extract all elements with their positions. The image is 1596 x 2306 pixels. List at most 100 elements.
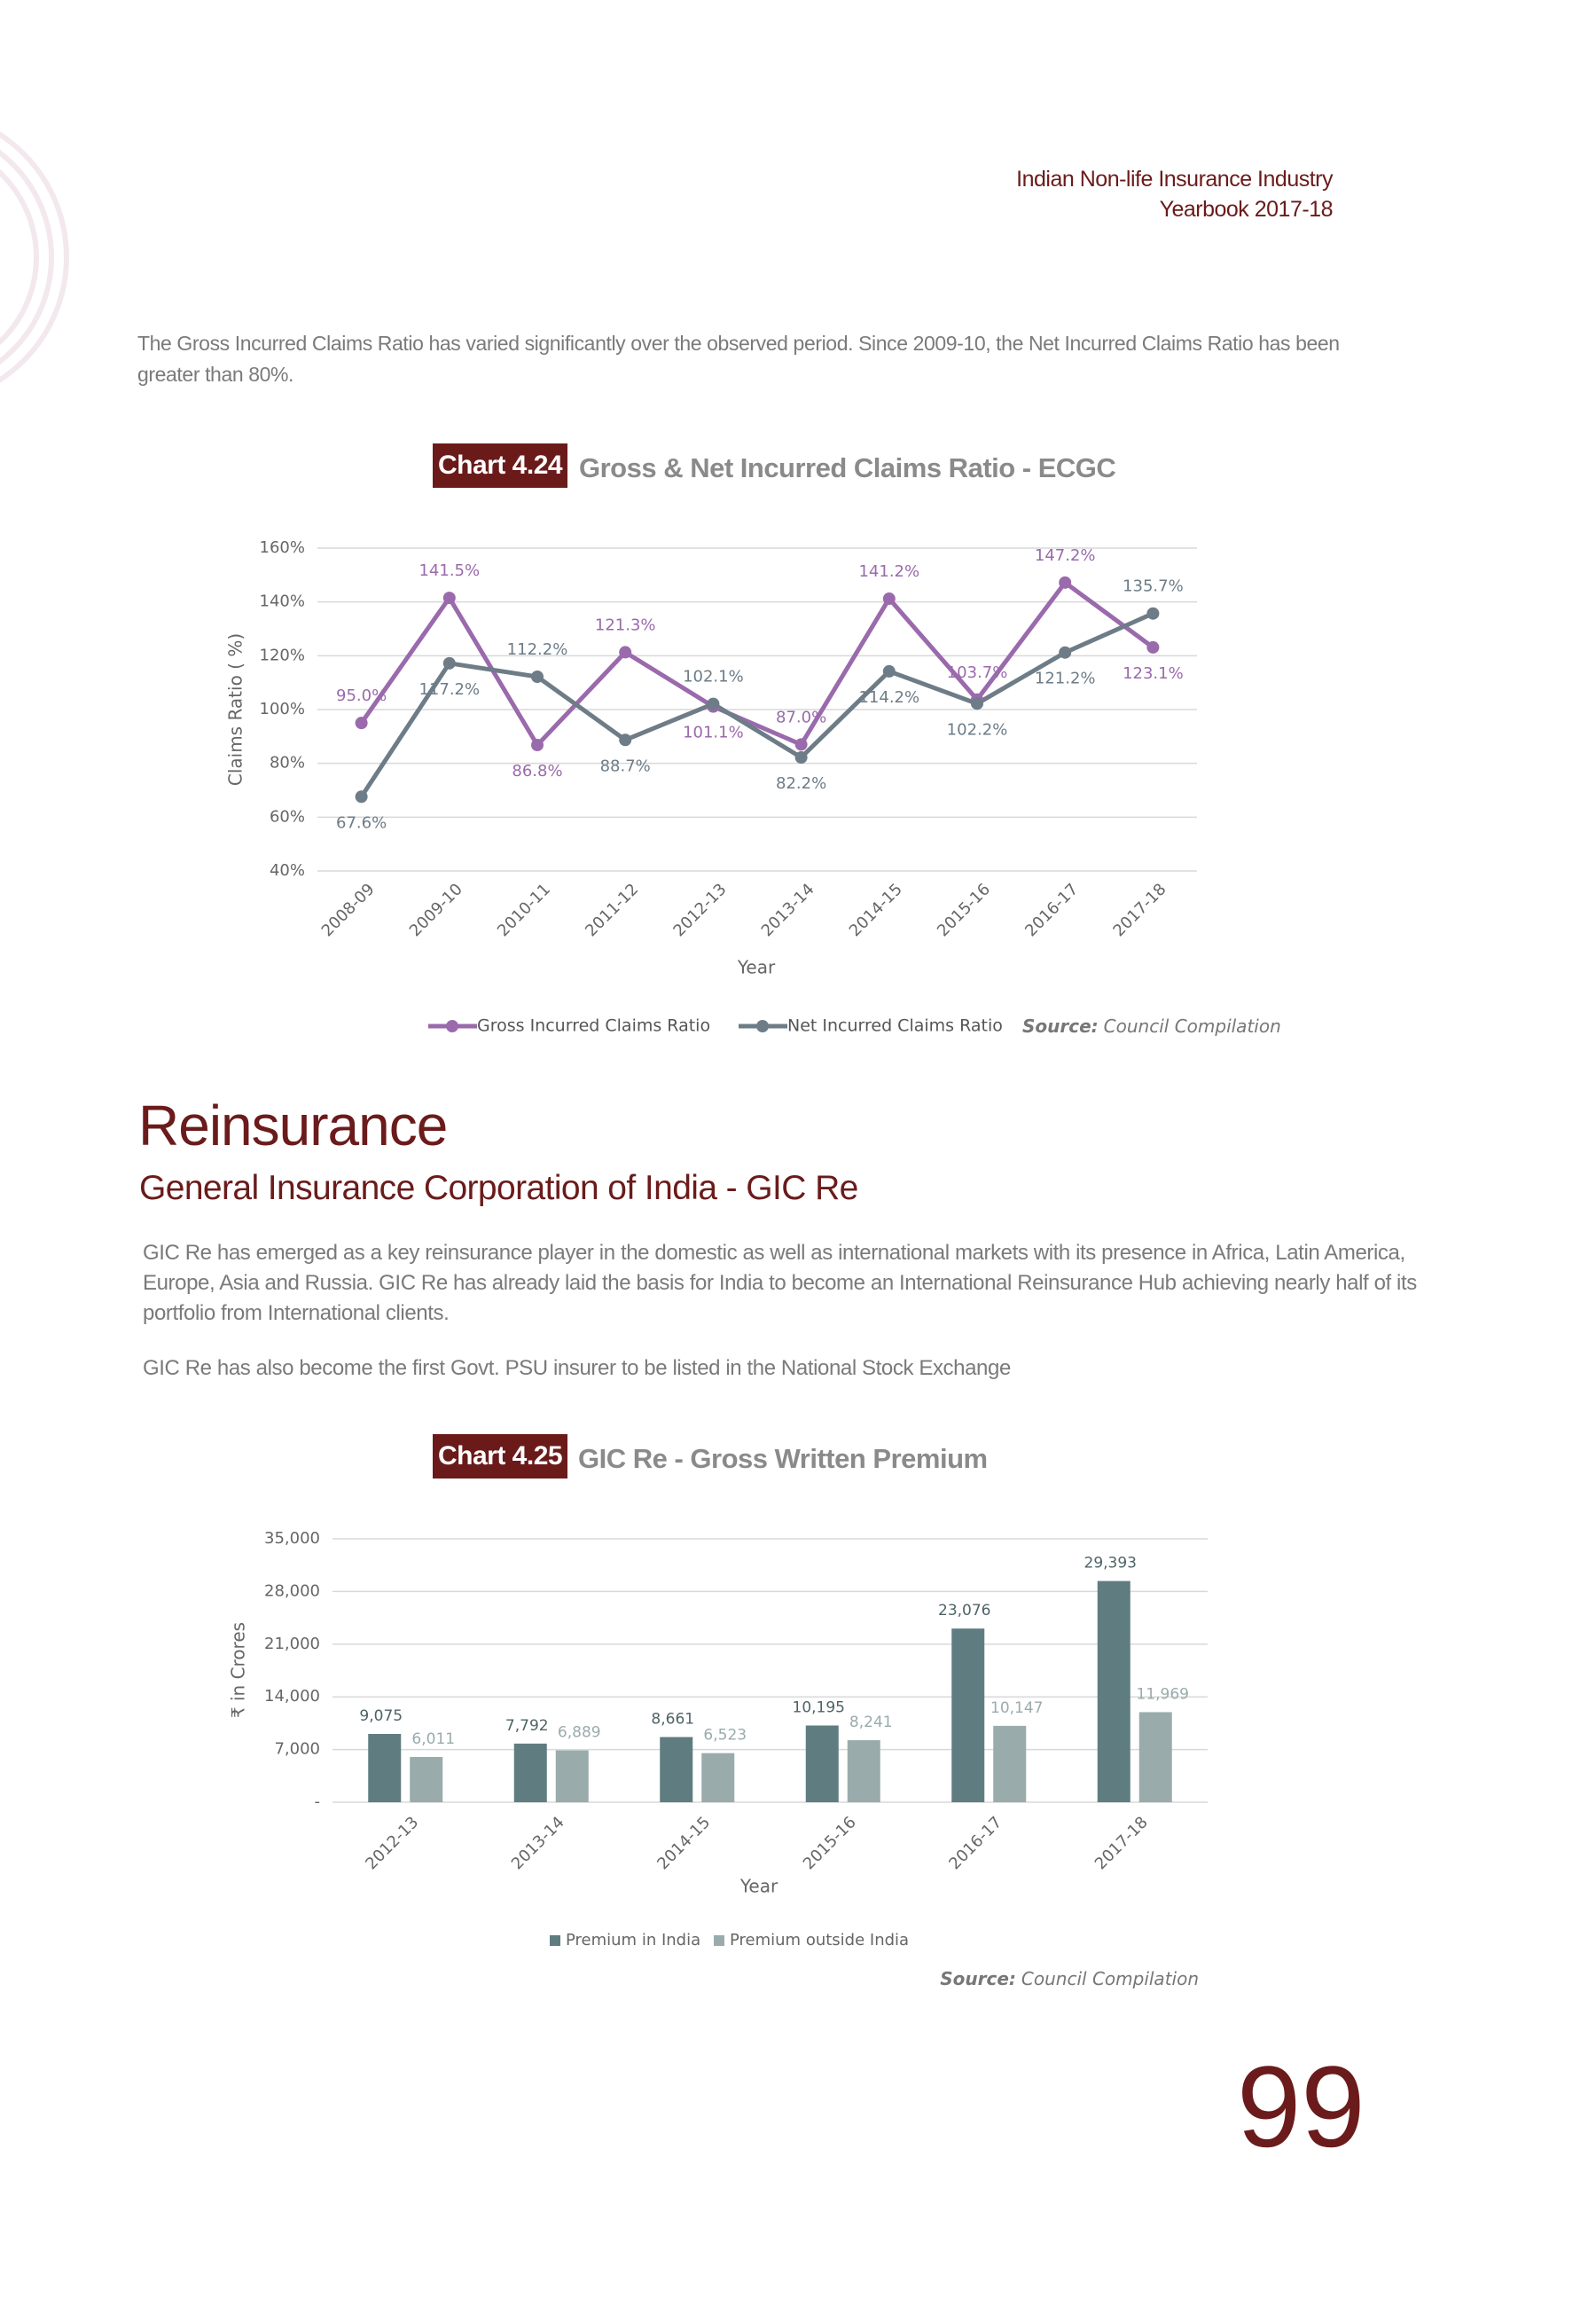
x-tick-label: 2017-18 [1091,1813,1152,1873]
legend-label: Net Incurred Claims Ratio [787,1016,1003,1036]
y-tick-label: 21,000 [264,1635,320,1653]
y-tick-label: 120% [260,646,305,664]
section-heading: Reinsurance [138,1094,448,1157]
point [707,697,720,710]
source: Source: Council Compilation [1022,1016,1281,1037]
x-tick-label: 2008-09 [318,880,379,940]
x-tick-label: 2012-13 [362,1813,422,1873]
x-axis-label: Year [737,957,776,978]
bar [847,1740,880,1802]
y-tick-label: 40% [270,861,305,880]
legend-label: Premium in India [566,1931,700,1949]
y-tick-label: 100% [260,700,305,718]
x-tick-label: 2017-18 [1109,880,1170,940]
point [794,738,808,751]
legend-label: Premium outside India [730,1931,909,1949]
data-label: 141.2% [858,562,919,581]
y-tick-label: 140% [260,592,305,611]
bar [368,1733,402,1802]
data-label: 10,195 [793,1698,845,1716]
data-label: 8,241 [849,1714,893,1731]
data-label: 11,969 [1137,1685,1189,1703]
legend-label: Gross Incurred Claims Ratio [477,1016,710,1036]
point [1059,576,1072,589]
bar [660,1737,693,1802]
source-label: Source: [940,1968,1016,1989]
data-label: 102.2% [947,720,1008,739]
y-tick-label: 28,000 [264,1581,320,1600]
point [619,733,632,747]
point [355,717,368,730]
point [1146,640,1160,654]
y-axis-label: Claims Ratio ( %) [225,633,246,786]
data-label: 123.1% [1123,664,1184,683]
header-line1: Indian Non-life Insurance Industry [1016,167,1333,192]
bar [513,1743,547,1802]
bar [410,1756,443,1802]
y-tick-label: 14,000 [264,1687,320,1706]
x-tick-label: 2009-10 [406,880,466,940]
data-label: 23,076 [938,1602,990,1620]
point [1146,607,1160,620]
decorative-arcs [0,131,69,383]
data-label: 103.7% [947,663,1008,682]
point [971,697,983,710]
point [619,646,632,659]
intro-text: The Gross Incurred Claims Ratio has vari… [137,332,1340,386]
section-paragraph: GIC Re has emerged as a key reinsurance … [143,1241,1417,1325]
x-tick-label: 2013-14 [508,1813,568,1873]
bar [1097,1580,1130,1802]
y-tick-label: 7,000 [274,1740,320,1759]
section-paragraph: GIC Re has also become the first Govt. P… [143,1356,1011,1380]
series-line [359,579,1154,749]
legend-marker [756,1020,769,1032]
source-text: Council Compilation [1021,1968,1199,1989]
chart-title: GIC Re - Gross Written Premium [578,1443,988,1474]
y-tick-label: - [315,1792,321,1811]
series-line [359,611,1154,798]
data-label: 101.1% [683,724,744,742]
header-line2: Yearbook 2017-18 [1159,197,1334,222]
x-tick-label: 2016-17 [945,1813,1005,1873]
section-subheading: General Insurance Corporation of India -… [139,1169,858,1207]
data-label: 6,889 [558,1724,601,1742]
x-tick-label: 2012-13 [669,880,730,940]
bar [951,1628,985,1802]
x-tick-label: 2015-16 [934,880,994,940]
data-label: 67.6% [336,813,387,832]
point [794,750,808,764]
x-tick-label: 2014-15 [653,1813,714,1873]
x-tick-label: 2014-15 [846,880,906,940]
data-label: 141.5% [419,561,480,580]
data-label: 88.7% [600,757,651,775]
source-label: Source: [1022,1016,1099,1037]
x-tick-label: 2011-12 [582,880,642,940]
data-label: 95.0% [336,686,387,705]
bar [993,1725,1027,1802]
point [442,656,456,670]
data-label: 82.2% [776,774,826,793]
data-label: 86.8% [512,762,562,780]
legend-marker [446,1020,458,1032]
data-label: 6,523 [703,1727,747,1745]
data-label: 112.2% [507,640,568,659]
data-label: 114.2% [858,688,919,707]
source-text: Council Compilation [1104,1016,1281,1037]
y-tick-label: 35,000 [264,1529,320,1548]
data-label: 121.3% [595,616,656,634]
x-axis-label: Year [739,1876,778,1897]
data-label: 10,147 [990,1699,1043,1717]
point [531,739,544,752]
data-label: 121.2% [1035,670,1096,688]
point [531,670,544,683]
x-tick-label: 2013-14 [758,880,818,940]
chart-label: Chart 4.24 [433,443,568,488]
data-label: 135.7% [1123,577,1184,596]
page-number: 99 [1237,2042,1365,2171]
bar [1138,1712,1172,1802]
data-label: 7,792 [505,1717,549,1735]
data-label: 102.1% [683,668,744,686]
point [1059,646,1072,659]
